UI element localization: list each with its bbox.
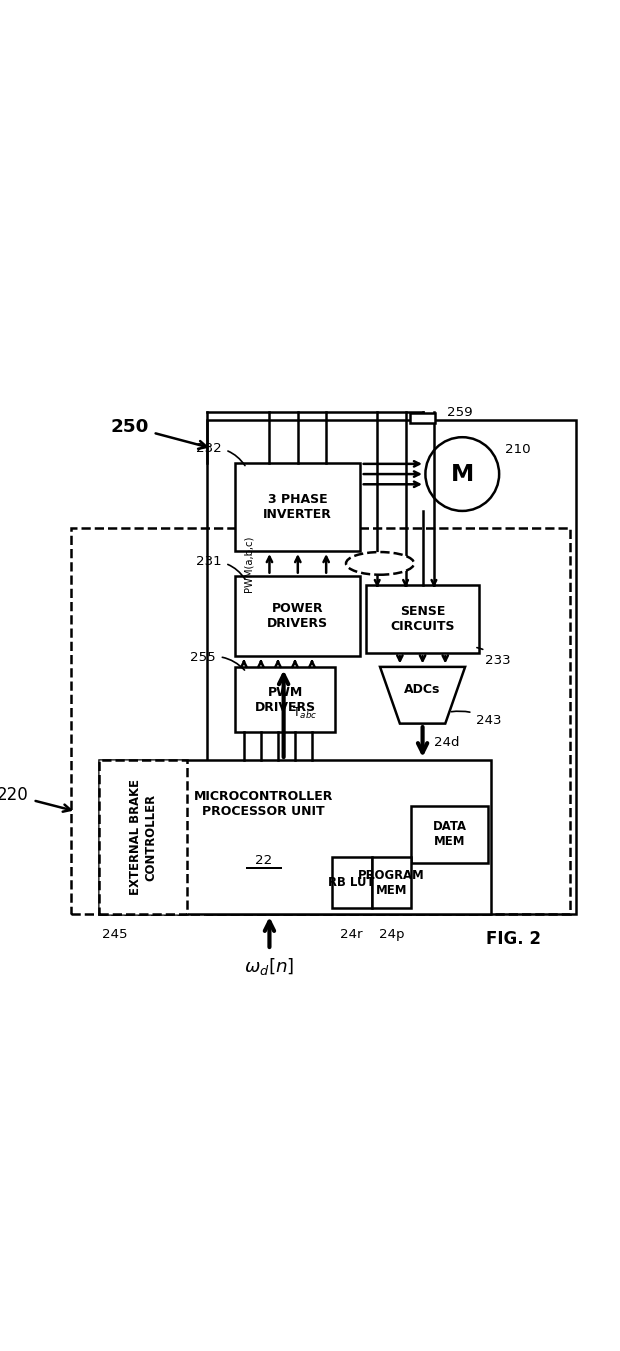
Text: SENSE
CIRCUITS: SENSE CIRCUITS [390,605,454,632]
Text: 250: 250 [110,417,206,449]
Text: 255: 255 [190,651,244,670]
Bar [410,413,435,423]
Polygon shape [380,667,465,724]
Bar [332,857,371,908]
Text: 3 PHASE
INVERTER: 3 PHASE INVERTER [264,493,332,520]
Text: 232: 232 [195,442,245,466]
Bar [235,667,334,732]
Text: $\omega_d[n]$: $\omega_d[n]$ [244,957,294,977]
Bar [235,463,360,551]
Circle shape [425,438,499,511]
Text: 210: 210 [505,443,530,457]
Text: 24d: 24d [433,736,459,748]
Text: DATA
MEM: DATA MEM [432,820,466,848]
Text: POWER
DRIVERS: POWER DRIVERS [267,603,328,630]
Text: PROGRAM
MEM: PROGRAM MEM [358,869,425,897]
Bar [207,420,575,913]
Text: ADCs: ADCs [404,684,440,696]
Text: 22: 22 [255,854,272,866]
Text: RB LUT: RB LUT [328,875,374,889]
Bar [366,585,479,653]
Text: M: M [450,462,474,486]
Text: T$_{abc}$: T$_{abc}$ [292,707,317,721]
Text: 259: 259 [446,405,472,419]
Bar [99,761,490,913]
Text: 243: 243 [451,711,502,727]
Text: PWM
DRIVERS: PWM DRIVERS [254,685,316,713]
Text: 220: 220 [0,786,71,812]
Text: 233: 233 [477,647,510,667]
Text: EXTERNAL BRAKE
CONTROLLER: EXTERNAL BRAKE CONTROLLER [129,780,157,896]
Text: 231: 231 [195,555,245,580]
Bar [235,577,360,655]
Bar [371,857,411,908]
Text: PWM(a,b,c): PWM(a,b,c) [244,535,254,592]
Bar [99,761,187,913]
Bar [71,528,570,913]
Ellipse shape [346,553,414,574]
Text: 245: 245 [102,928,128,940]
Bar [411,807,487,863]
Text: MICROCONTROLLER
PROCESSOR UNIT: MICROCONTROLLER PROCESSOR UNIT [194,789,333,817]
Text: FIG. 2: FIG. 2 [485,931,541,948]
Text: 24r: 24r [340,928,363,940]
Text: 24p: 24p [378,928,404,940]
